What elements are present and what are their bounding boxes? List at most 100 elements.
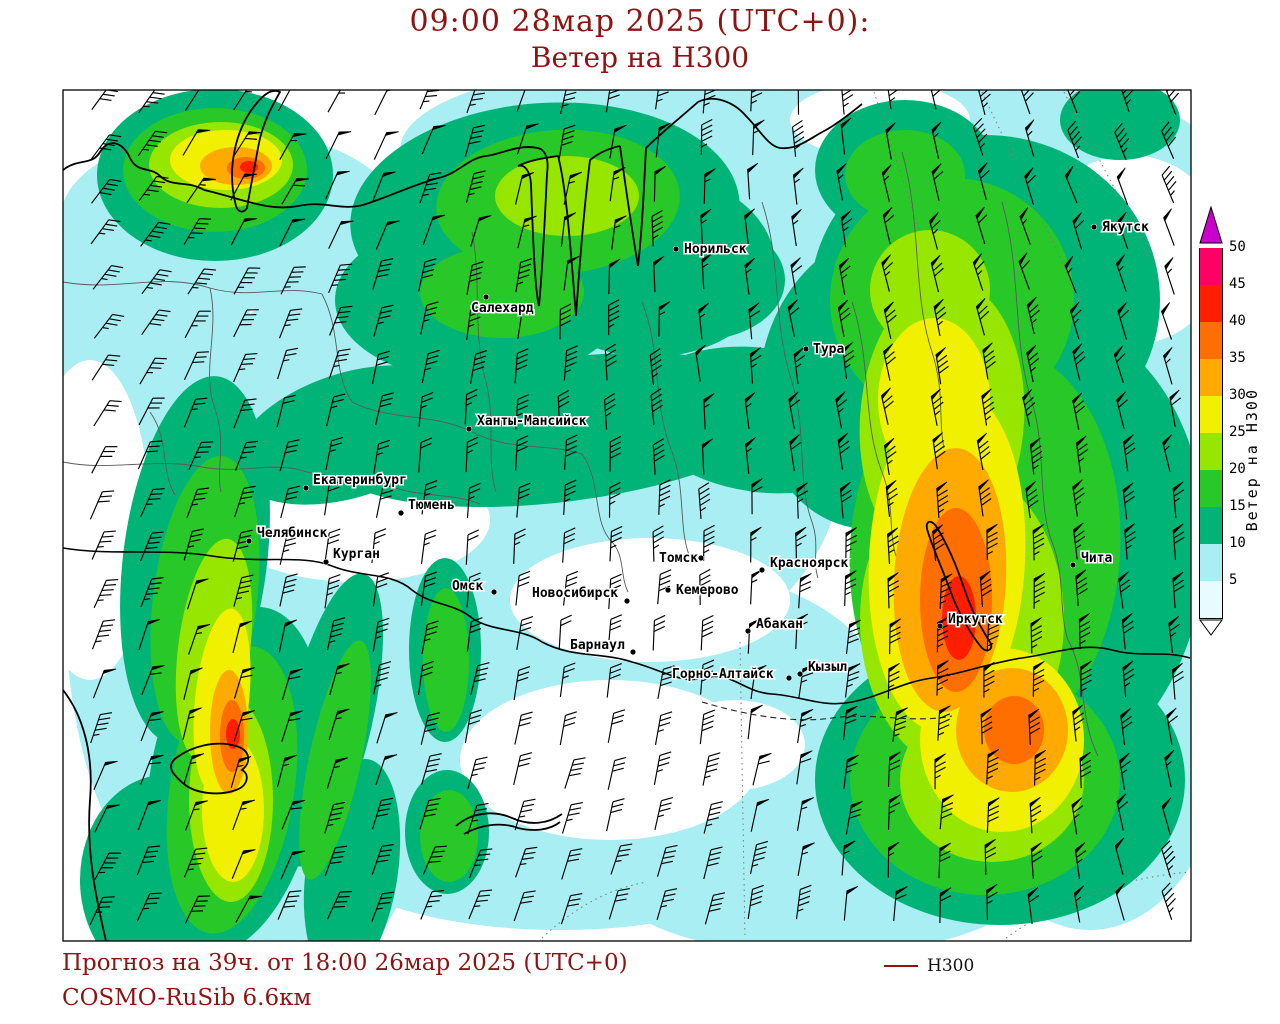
wind-barb	[1072, 479, 1085, 517]
wind-barb	[281, 800, 306, 830]
wind-barb	[421, 125, 446, 155]
model-info: COSMO-RuSib 6.6км	[62, 984, 312, 1011]
wind-barb	[979, 570, 993, 608]
wind-barb	[516, 90, 528, 112]
wind-barb	[892, 707, 908, 742]
wind-barb	[750, 798, 770, 832]
wind-barb	[467, 802, 489, 835]
legend-segment-20: 20	[1200, 461, 1246, 507]
wind-barb	[656, 888, 678, 921]
city-dot-Красноярск	[758, 566, 766, 574]
page-title: 09:00 28мар 2025 (UTC+0): Ветер на H300	[0, 4, 1280, 74]
wind-barb	[564, 434, 578, 470]
wind-barb	[1026, 344, 1040, 383]
wind-barb	[139, 357, 167, 385]
wind-barb	[94, 852, 121, 880]
wind-barb	[280, 266, 306, 295]
wind-barb	[465, 170, 486, 203]
wind-barb	[470, 215, 492, 247]
wind-barb	[560, 893, 583, 925]
wind-barb	[650, 388, 663, 426]
wind-barb	[881, 164, 892, 202]
wind-barb	[885, 122, 896, 160]
wind-barb	[1163, 347, 1173, 385]
title-variable: Ветер на H300	[530, 41, 750, 74]
wind-barb	[791, 209, 802, 247]
wind-barb	[703, 801, 723, 834]
wind-barb	[788, 391, 801, 429]
wind-barb	[375, 484, 394, 518]
wind-barb	[280, 485, 300, 519]
wind-barb	[1022, 389, 1036, 427]
wind-barb	[844, 570, 857, 606]
wind-barb	[797, 842, 815, 876]
wind-barb	[137, 130, 168, 157]
wind-barb	[655, 122, 671, 158]
wind-barb	[1172, 523, 1185, 561]
wind-barb	[606, 798, 625, 832]
city-labels: Якутск Норильск Салехард Тура Ханты-Мансийск…	[245, 219, 1151, 684]
wind-barb	[751, 478, 763, 515]
wind-barb	[278, 308, 303, 339]
wind-barb	[1115, 254, 1127, 292]
wind-barb	[1117, 211, 1129, 250]
wind-barb	[233, 267, 261, 295]
wind-barb	[796, 482, 809, 519]
legend-segment-10: 10	[1200, 535, 1246, 581]
wind-barb	[975, 206, 988, 245]
wind-barb	[559, 711, 577, 746]
wind-barb	[326, 757, 348, 789]
wind-barb	[326, 890, 352, 920]
wind-barb	[752, 752, 772, 786]
wind-barb	[1074, 842, 1087, 880]
city-dot-Салехард	[482, 293, 490, 301]
wind-barb	[232, 620, 253, 654]
wind-barb	[91, 619, 116, 650]
wind-barb	[375, 392, 394, 426]
wind-barb	[975, 297, 990, 336]
wind-barb	[470, 350, 488, 384]
wind-barb	[371, 350, 390, 385]
wind-barb	[789, 434, 802, 472]
layer-key-line-icon	[884, 965, 918, 967]
wind-barb	[1114, 122, 1130, 161]
city-dot-Екатеринбург	[302, 484, 310, 492]
wind-barb	[373, 131, 399, 160]
wind-barb	[277, 90, 294, 112]
wind-barb	[843, 885, 859, 921]
wind-barb	[1072, 392, 1086, 430]
wind-barb	[1019, 207, 1031, 245]
wind-barb	[607, 614, 623, 650]
wind-barb	[1079, 751, 1092, 789]
wind-barb	[749, 840, 769, 875]
wind-barb	[744, 392, 756, 430]
graticule	[541, 91, 1191, 939]
wind-barb	[986, 523, 998, 560]
wind-barb	[937, 705, 951, 741]
wind-barb	[652, 438, 665, 475]
wind-barb	[935, 347, 949, 385]
city-label-Томск: Томск	[659, 551, 698, 566]
wind-barb	[329, 305, 353, 336]
wind-barb	[140, 221, 171, 247]
wind-barb	[608, 258, 621, 295]
wind-barb	[1018, 252, 1031, 290]
wind-barb	[325, 131, 352, 160]
wind-barb	[887, 572, 900, 609]
wind-barb	[1169, 389, 1182, 427]
city-dot-Горно-Алтайск	[785, 674, 793, 682]
wind-barb	[371, 528, 387, 563]
wind-barb	[986, 797, 1000, 833]
wind-barb	[230, 756, 252, 788]
city-label-Тюмень: Тюмень	[408, 498, 455, 513]
city-dot-Барнаул	[629, 648, 637, 656]
wind-barb	[1118, 90, 1134, 112]
city-dot-Омск	[490, 588, 498, 596]
wind-barb	[563, 171, 583, 205]
colorbar-title: Ветер на H300	[1243, 388, 1261, 532]
wind-barb	[608, 887, 630, 920]
wind-barb	[840, 90, 854, 115]
wind-barb	[1069, 301, 1082, 340]
wind-barb	[882, 206, 895, 245]
wind-barb	[936, 660, 949, 696]
